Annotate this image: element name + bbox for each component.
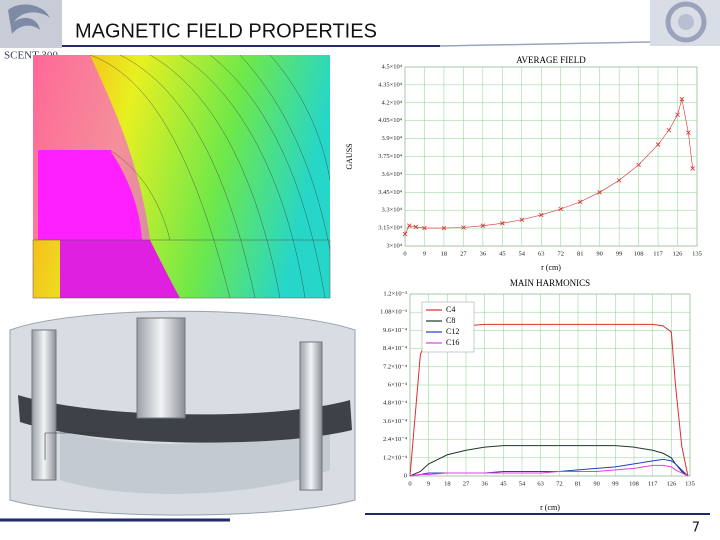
- y-axis-label: GAUSS: [345, 143, 354, 169]
- y-tick-label: 1.08×10⁻³: [380, 309, 407, 316]
- data-point: [597, 190, 602, 195]
- x-tick-label: 54: [519, 480, 526, 487]
- x-axis-label: r (cm): [541, 263, 561, 272]
- data-point: [666, 127, 672, 133]
- x-tick-label: 81: [575, 480, 582, 487]
- y-tick-label: 1.2×10⁻⁴: [383, 454, 408, 461]
- chart-title: AVERAGE FIELD: [516, 55, 586, 65]
- data-point: [461, 225, 466, 230]
- y-tick-label: 4.8×10⁻⁴: [383, 400, 408, 407]
- x-tick-label: 63: [538, 250, 545, 257]
- data-point: [636, 162, 641, 168]
- y-tick-label: 3.15×10⁴: [378, 225, 403, 232]
- y-tick-label: 3.9×10⁴: [381, 135, 402, 142]
- data-point: [407, 223, 412, 228]
- logo: SCENT 300: [0, 0, 62, 62]
- x-tick-label: 18: [441, 250, 448, 257]
- y-tick-label: 3.75×10⁴: [378, 153, 403, 160]
- legend-box: [421, 301, 475, 353]
- x-tick-label: 126: [666, 480, 677, 487]
- x-tick-label: 9: [427, 480, 430, 487]
- x-tick-label: 9: [423, 250, 426, 257]
- series-line: [409, 464, 689, 477]
- y-tick-label: 3×10⁴: [386, 242, 402, 249]
- x-tick-label: 72: [556, 480, 563, 487]
- data-point: [686, 130, 691, 135]
- x-tick-label: 54: [519, 250, 526, 257]
- data-point: [616, 178, 622, 183]
- data-point: [577, 199, 583, 205]
- y-tick-label: 8.4×10⁻⁴: [383, 345, 408, 352]
- x-tick-label: 117: [653, 250, 663, 257]
- x-tick-label: 108: [634, 250, 644, 257]
- y-tick-label: 6×10⁻⁴: [388, 381, 408, 388]
- x-tick-label: 135: [692, 250, 702, 257]
- x-tick-label: 0: [408, 480, 411, 487]
- data-point: [413, 224, 419, 230]
- x-tick-label: 126: [673, 250, 684, 257]
- x-tick-label: 90: [593, 480, 600, 487]
- x-tick-label: 27: [463, 480, 470, 487]
- x-tick-label: 45: [500, 480, 507, 487]
- title-rule-fade: [439, 41, 651, 47]
- field-map-image: [32, 54, 331, 299]
- y-tick-label: 4.5×10⁴: [381, 63, 402, 70]
- y-tick-label: 0: [404, 472, 407, 479]
- y-tick-label: 3.6×10⁻⁴: [383, 418, 408, 425]
- legend-label: C16: [446, 338, 459, 347]
- x-tick-label: 135: [685, 480, 695, 487]
- data-point: [500, 221, 505, 226]
- y-tick-label: 3.3×10⁴: [381, 207, 402, 214]
- x-tick-label: 99: [616, 250, 623, 257]
- data-point: [422, 225, 427, 231]
- legend-label: C8: [446, 316, 455, 325]
- data-point: [690, 166, 695, 171]
- x-tick-label: 36: [481, 480, 488, 487]
- data-point: [558, 206, 564, 212]
- x-tick-label: 27: [460, 250, 467, 257]
- x-axis-label: r (cm): [540, 503, 560, 512]
- y-tick-label: 3.6×10⁴: [381, 171, 402, 178]
- data-point: [519, 217, 525, 223]
- y-tick-label: 4.35×10⁴: [378, 81, 403, 88]
- data-point: [675, 112, 680, 118]
- x-tick-label: 90: [596, 250, 603, 257]
- y-tick-label: 1.2×10⁻³: [383, 290, 407, 297]
- legend-label: C4: [446, 305, 455, 314]
- series-line: [409, 445, 689, 477]
- x-tick-label: 45: [499, 250, 506, 257]
- footer-text: HIAT 2009, 9th June, Venice: [10, 523, 149, 534]
- x-tick-label: 36: [480, 250, 487, 257]
- y-tick-label: 4.05×10⁴: [378, 117, 403, 124]
- slide-title: MAGNETIC FIELD PROPERTIES: [75, 20, 377, 42]
- y-tick-label: 3.45×10⁴: [378, 189, 403, 196]
- page-number: 7: [692, 521, 700, 536]
- data-point: [441, 225, 447, 231]
- y-tick-label: 2.4×10⁻⁴: [383, 436, 408, 443]
- x-tick-label: 81: [577, 250, 584, 257]
- data-point: [538, 212, 544, 218]
- x-tick-label: 117: [648, 480, 658, 487]
- corner-logo: [650, 0, 720, 46]
- chart-title: MAIN HARMONICS: [510, 278, 590, 288]
- data-point: [480, 223, 486, 228]
- x-tick-label: 0: [403, 250, 406, 257]
- x-tick-label: 72: [557, 250, 564, 257]
- data-point: [402, 231, 408, 237]
- x-tick-label: 63: [537, 480, 544, 487]
- legend-label: C12: [446, 327, 459, 336]
- x-tick-label: 18: [444, 480, 451, 487]
- y-tick-label: 7.2×10⁻⁴: [383, 363, 408, 370]
- y-tick-label: 4.2×10⁴: [381, 99, 402, 106]
- x-tick-label: 108: [629, 480, 639, 487]
- y-tick-label: 9.6×10⁻⁴: [383, 327, 408, 334]
- data-point: [679, 96, 685, 102]
- data-point: [655, 142, 661, 147]
- x-tick-label: 99: [612, 480, 619, 487]
- cyclotron-model-image: [9, 310, 356, 516]
